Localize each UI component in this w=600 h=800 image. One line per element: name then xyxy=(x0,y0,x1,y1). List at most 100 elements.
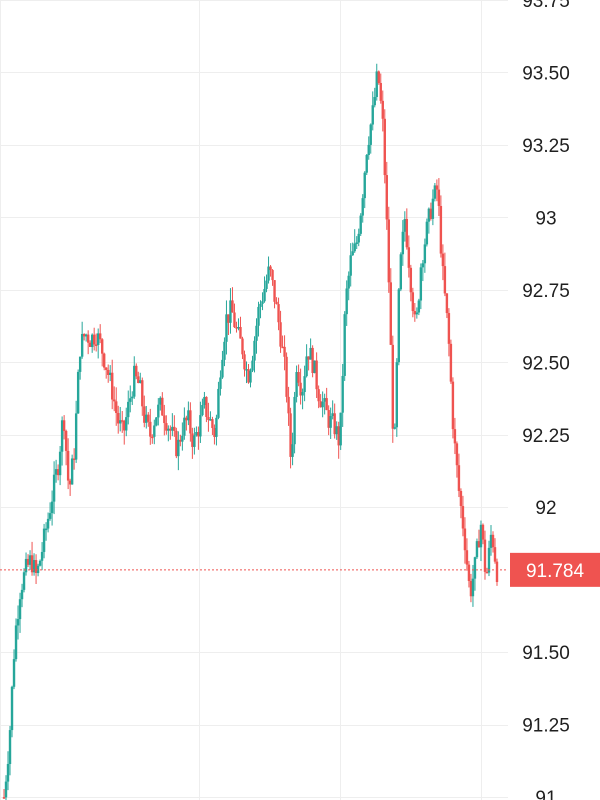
candle-up xyxy=(125,417,128,431)
candle-down xyxy=(68,480,72,485)
candle-down xyxy=(477,541,481,548)
candle-up xyxy=(193,435,196,447)
candle-down xyxy=(441,253,445,267)
candle-down xyxy=(391,344,394,429)
candle-down xyxy=(94,344,98,346)
current-price-badge-bg xyxy=(510,552,600,587)
candle-up xyxy=(8,730,12,764)
candle-up xyxy=(373,97,376,106)
candle-down xyxy=(481,524,485,540)
candle-up xyxy=(399,254,403,290)
candle-down xyxy=(491,534,495,548)
candle-up xyxy=(431,198,435,219)
candle-up xyxy=(74,413,78,460)
candle-down xyxy=(485,571,489,574)
candle-up xyxy=(14,625,18,660)
candle-down xyxy=(141,380,144,407)
candle-down xyxy=(113,399,116,402)
candle-up xyxy=(215,417,218,437)
candle-up xyxy=(70,458,74,485)
candle-up xyxy=(257,306,260,326)
candle-down xyxy=(239,326,242,339)
candle-up xyxy=(90,334,94,348)
candle-down xyxy=(461,506,465,529)
candle-down xyxy=(281,346,284,349)
grid-lines xyxy=(0,0,508,800)
y-tick-label: 93.25 xyxy=(522,136,570,157)
candle-down xyxy=(72,458,76,460)
candle-up xyxy=(339,412,342,446)
candle-down xyxy=(269,266,272,271)
candle-up xyxy=(195,432,198,436)
candle-up xyxy=(425,221,429,245)
candle-up xyxy=(52,474,56,502)
candle-down xyxy=(287,396,290,414)
candle-up xyxy=(38,560,42,566)
candle-up xyxy=(171,426,174,431)
candle-up xyxy=(489,534,493,548)
candle-down xyxy=(465,550,469,565)
candle-down xyxy=(213,427,216,437)
candle-down xyxy=(231,300,234,313)
y-tick-label: 93.75 xyxy=(522,0,570,12)
candle-down xyxy=(34,560,38,574)
candle-down xyxy=(115,401,118,414)
candle-down xyxy=(277,304,280,323)
candle-up xyxy=(40,551,44,561)
candle-down xyxy=(100,339,104,354)
candle-down xyxy=(379,82,382,101)
candle-down xyxy=(143,406,146,423)
candle-up xyxy=(295,372,298,397)
candle-up xyxy=(183,417,186,436)
candle-up xyxy=(177,439,180,457)
candle-down xyxy=(123,420,126,431)
candle-up xyxy=(32,560,36,573)
candle-down xyxy=(147,414,150,422)
candle-up xyxy=(255,325,258,341)
candle-down xyxy=(299,382,302,396)
candle-up xyxy=(217,388,220,418)
candle-up xyxy=(209,419,212,421)
candle-up xyxy=(351,251,354,256)
candle-up xyxy=(199,415,202,437)
candle-down xyxy=(271,270,274,281)
candle-up xyxy=(12,659,16,687)
candle-down xyxy=(467,564,471,581)
candle-down xyxy=(327,410,330,428)
candle-down xyxy=(275,301,278,305)
candle-up xyxy=(16,619,20,626)
candle-down xyxy=(88,342,92,348)
candle-up xyxy=(395,362,398,428)
candle-up xyxy=(251,360,254,371)
candle-up xyxy=(48,513,52,519)
candle-up xyxy=(261,301,264,304)
candle-down xyxy=(413,311,417,315)
candle-down xyxy=(463,528,467,551)
candle-down xyxy=(307,356,310,360)
candle-up xyxy=(129,398,132,402)
candle-up xyxy=(96,333,100,345)
candle-down xyxy=(453,429,457,444)
candle-down xyxy=(389,282,392,345)
candle-down xyxy=(289,413,292,457)
candle-down xyxy=(439,205,443,254)
current-price-badge: 91.784 xyxy=(510,552,600,587)
candle-down xyxy=(495,561,499,582)
candle-down xyxy=(107,369,110,375)
candle-down xyxy=(82,333,86,337)
candle-up xyxy=(249,370,252,383)
candle-up xyxy=(127,401,130,418)
candle-up xyxy=(417,300,421,313)
candle-up xyxy=(349,255,352,276)
candle-down xyxy=(205,396,208,417)
candle-down xyxy=(297,372,300,383)
candle-up xyxy=(331,413,334,417)
candle-down xyxy=(325,398,328,411)
candle-up xyxy=(305,356,308,377)
candle-up xyxy=(363,172,366,199)
candle-down xyxy=(173,426,176,431)
candle-down xyxy=(469,580,473,597)
candle-up xyxy=(36,565,40,574)
candle-up xyxy=(237,326,240,329)
candle-up xyxy=(359,215,362,234)
